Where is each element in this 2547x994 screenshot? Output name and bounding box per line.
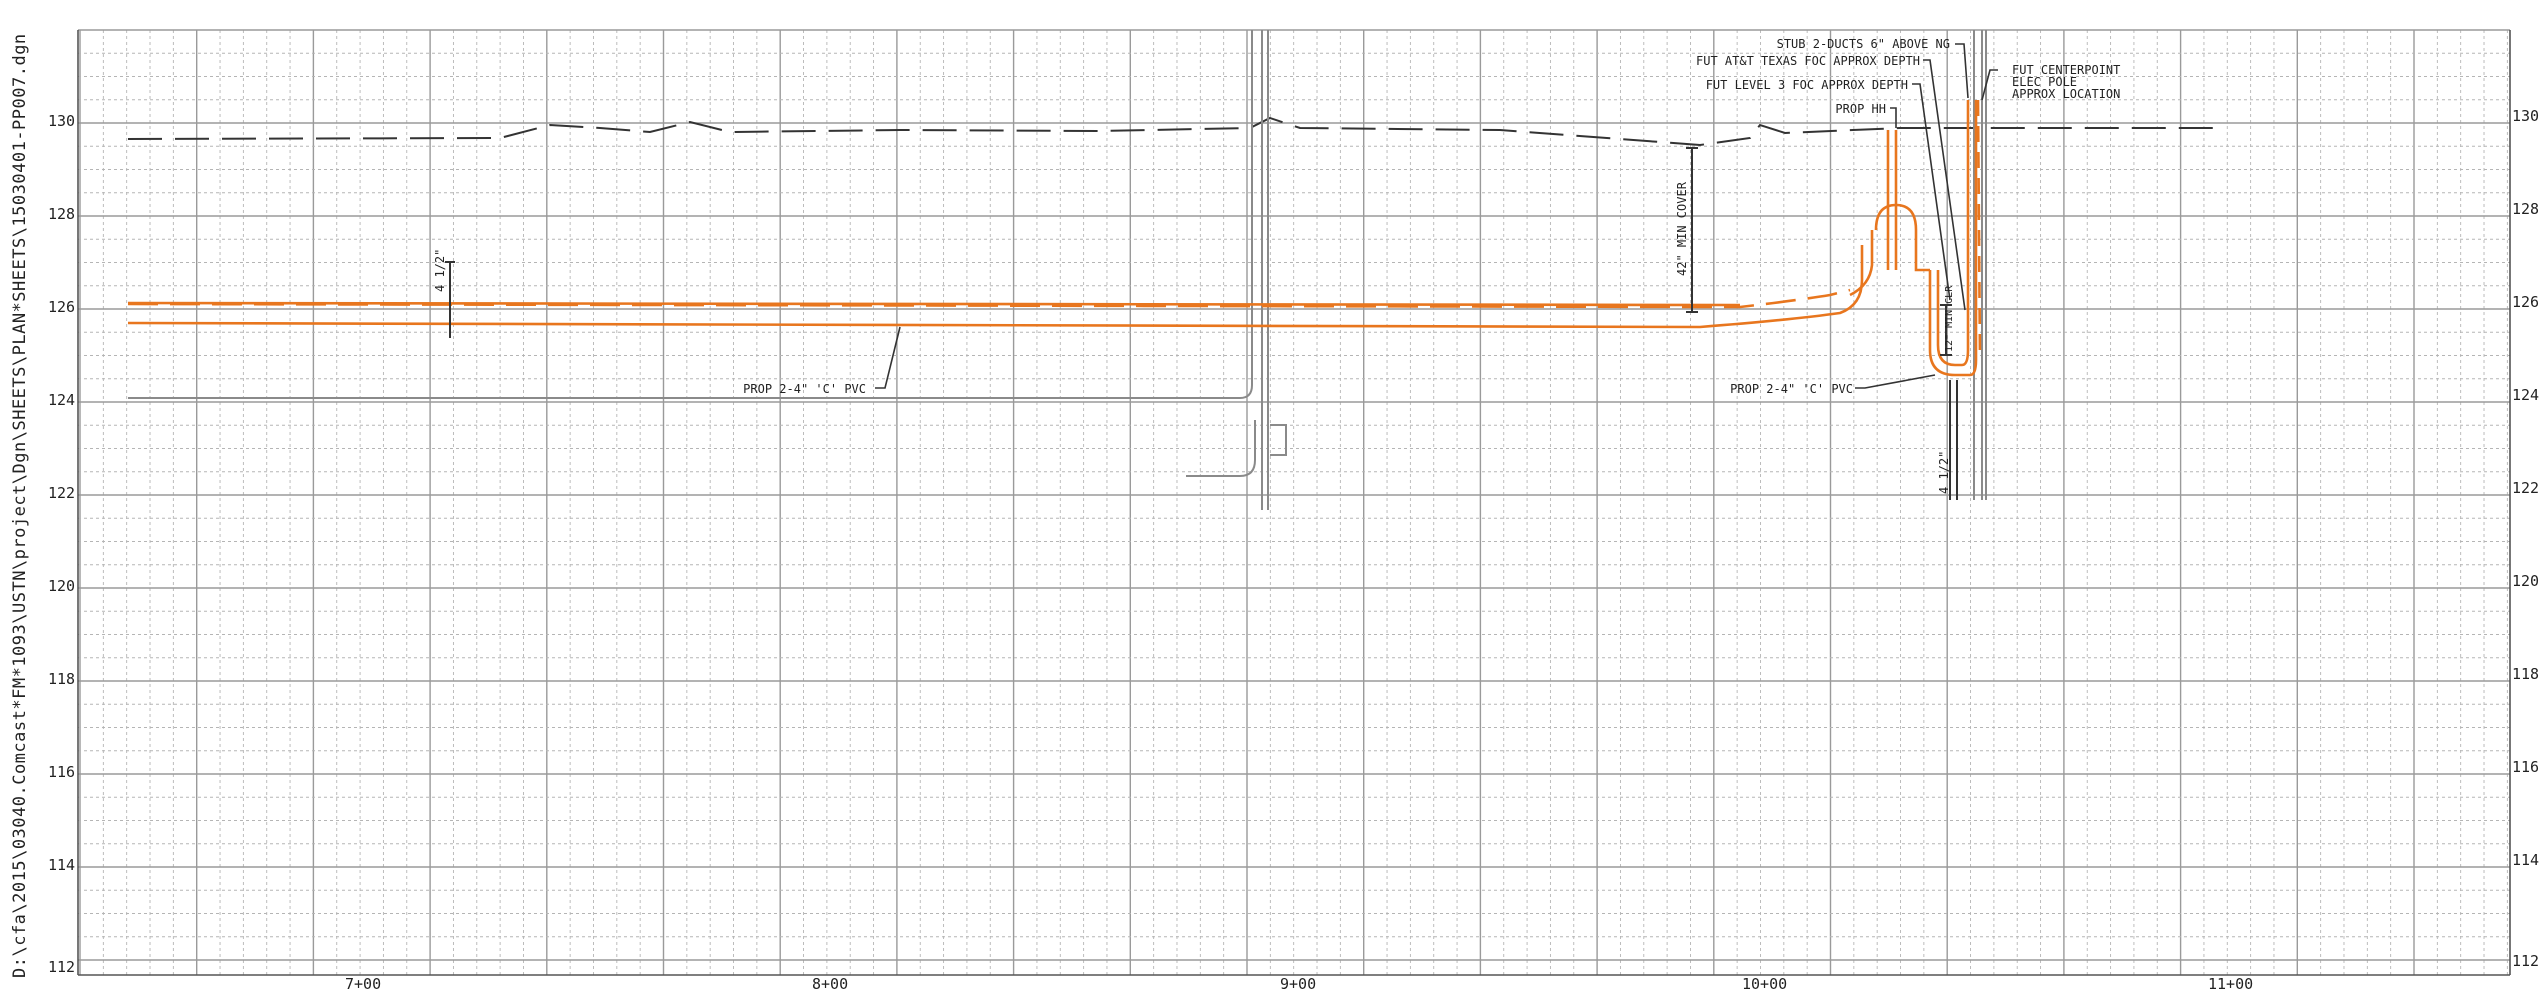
elevation-label: 114	[48, 856, 75, 874]
centerpoint-note-line3: APPROX LOCATION	[2012, 87, 2120, 101]
elevation-label: 112	[2512, 952, 2539, 970]
elevation-label: 124	[2512, 386, 2539, 404]
centerpoint-note-line2: ELEC POLE	[2012, 75, 2077, 89]
leader-lines	[875, 43, 1998, 389]
proposed-conduit	[127, 99, 1982, 377]
elevation-label: 114	[2512, 851, 2539, 869]
elevation-label: 120	[48, 577, 75, 595]
left-depth-dimension: 4 1/2"	[433, 249, 447, 292]
elevation-label: 112	[48, 958, 75, 976]
station-label: 9+00	[1280, 975, 1316, 993]
station-labels: 7+00 8+00 9+00 10+00 11+00	[345, 975, 2253, 993]
prop-pvc-left-note: PROP 2-4" 'C' PVC	[743, 382, 866, 396]
station-label: 7+00	[345, 975, 381, 993]
elevation-label: 130	[48, 112, 75, 130]
elevation-label: 118	[2512, 665, 2539, 683]
elevation-label: 130	[2512, 107, 2539, 125]
fut-level3-note: FUT LEVEL 3 FOC APPROX DEPTH	[1706, 78, 1908, 92]
elevation-labels-left: 130 128 126 124 122 120 118 116 114 112	[48, 112, 75, 976]
min-cover-dimension: 42" MIN COVER	[1675, 181, 1689, 276]
elevation-label: 122	[48, 484, 75, 502]
elevation-labels-right: 130 128 126 124 122 120 118 116 114 112	[2512, 107, 2539, 970]
station-label: 11+00	[2208, 975, 2253, 993]
prop-pvc-right-note: PROP 2-4" 'C' PVC	[1730, 382, 1853, 396]
prop-hh-note: PROP HH	[1835, 102, 1886, 116]
profile-grid	[77, 29, 2511, 976]
elevation-label: 126	[48, 298, 75, 316]
elevation-label: 126	[2512, 293, 2539, 311]
annotations: STUB 2-DUCTS 6" ABOVE NG FUT AT&T TEXAS …	[433, 37, 2120, 494]
station-label: 10+00	[1742, 975, 1787, 993]
elevation-label: 128	[48, 205, 75, 223]
elevation-label: 116	[2512, 758, 2539, 776]
elevation-label: 120	[2512, 572, 2539, 590]
min-clearance-dimension: 12" MIN CLR	[1944, 285, 1955, 352]
right-depth-dimension: 4 1/2"	[1937, 451, 1951, 494]
elevation-label: 128	[2512, 200, 2539, 218]
existing-structure	[128, 30, 1987, 510]
fut-att-note: FUT AT&T TEXAS FOC APPROX DEPTH	[1696, 54, 1920, 68]
elevation-label: 118	[48, 670, 75, 688]
station-label: 8+00	[812, 975, 848, 993]
elevation-label: 116	[48, 763, 75, 781]
elevation-label: 122	[2512, 479, 2539, 497]
centerpoint-note-line1: FUT CENTERPOINT	[2012, 63, 2120, 77]
stub-note: STUB 2-DUCTS 6" ABOVE NG	[1777, 37, 1950, 51]
dimension-marks	[445, 147, 1958, 500]
existing-ground-line	[127, 116, 2220, 147]
elevation-label: 124	[48, 391, 75, 409]
file-path-label: D:\cfa\2015\03040.Comcast*FM*1093\USTN\p…	[10, 33, 30, 978]
